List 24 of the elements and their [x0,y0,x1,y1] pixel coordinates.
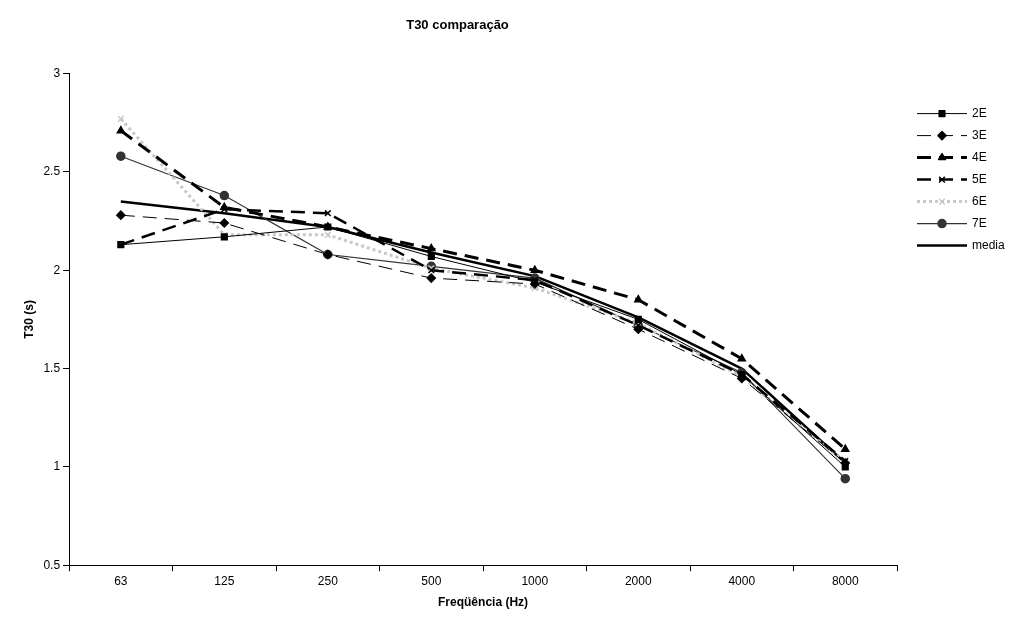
y-tick-label: 0.5 [43,557,61,572]
y-tick-label: 2.5 [43,164,61,179]
x-tick-label: 63 [114,573,128,588]
y-tick-label: 1.5 [43,360,61,375]
x-tick-label: 4000 [728,573,756,588]
y-tick-label: 2 [53,262,61,277]
legend-label: 7E [972,215,987,230]
x-tick-label: 2000 [624,573,652,588]
chart-title: T30 comparação [406,17,509,33]
x-tick-label: 125 [214,573,235,588]
legend-label: media [972,237,1006,252]
x-tick-label: 500 [421,573,442,588]
y-axis-title: T30 (s) [21,300,36,339]
legend-label: 2E [972,105,987,120]
legend-label: 6E [972,193,987,208]
y-tick-label: 3 [53,65,61,80]
x-axis-title: Freqüência (Hz) [438,595,529,610]
legend-label: 5E [972,171,987,186]
x-tick-label: 1000 [521,573,549,588]
x-tick-label: 8000 [831,573,859,588]
y-tick-label: 1 [53,459,61,474]
legend-label: 4E [972,149,987,164]
legend-label: 3E [972,127,987,142]
x-tick-label: 250 [317,573,339,588]
